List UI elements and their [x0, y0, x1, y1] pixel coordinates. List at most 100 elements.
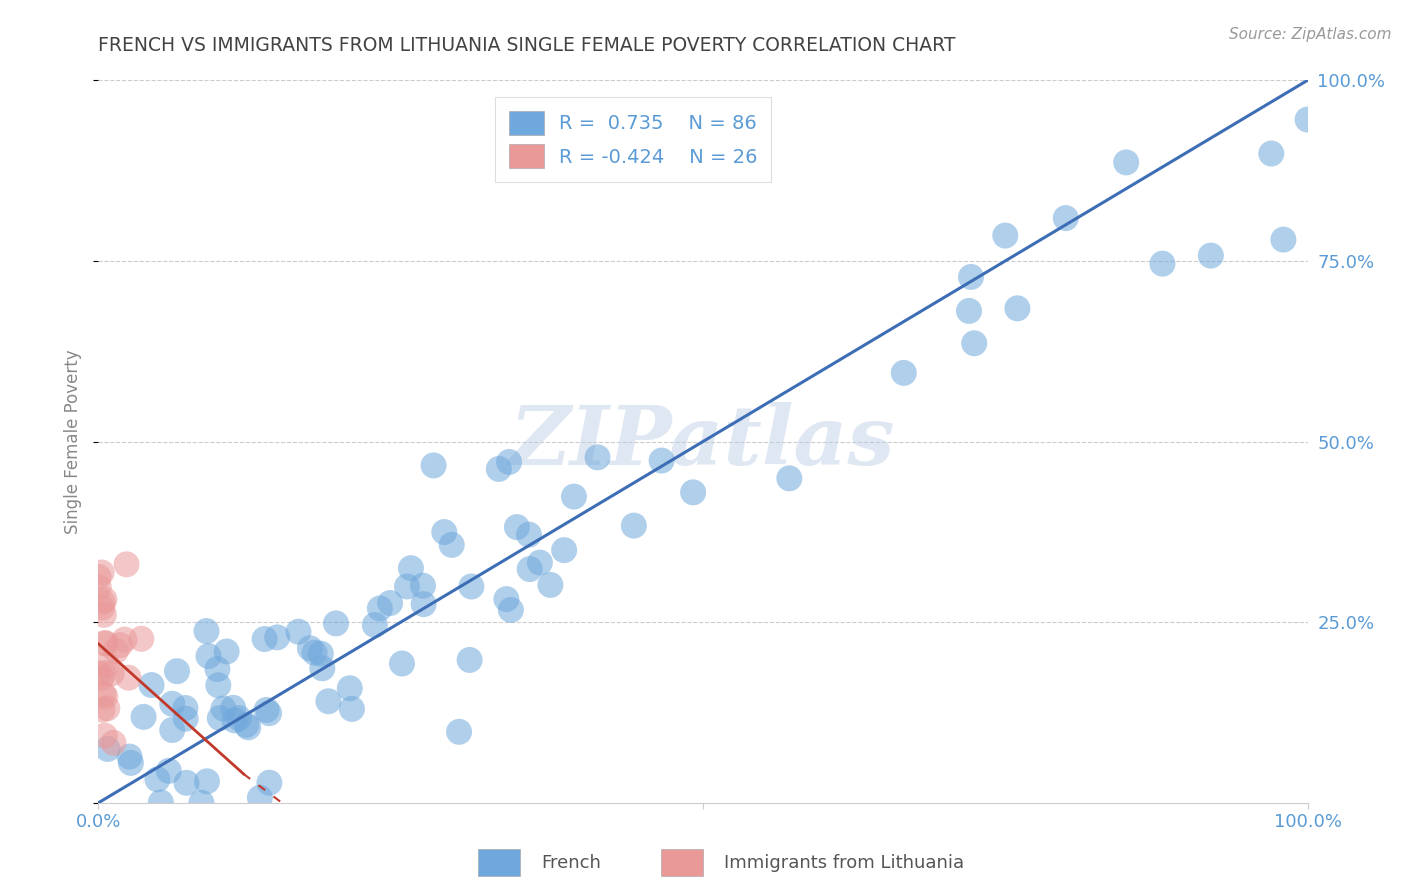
Text: French: French	[541, 854, 602, 871]
Y-axis label: Single Female Poverty: Single Female Poverty	[65, 350, 83, 533]
Point	[562, 490, 585, 504]
Point	[778, 471, 800, 485]
Point	[256, 703, 278, 717]
Point	[160, 723, 183, 737]
Point	[433, 524, 456, 539]
Point	[586, 450, 609, 465]
Point	[91, 703, 114, 717]
Point	[224, 713, 246, 727]
Point	[339, 681, 361, 696]
Point	[340, 702, 363, 716]
Point	[960, 269, 983, 284]
Point	[207, 662, 229, 676]
Point	[97, 742, 120, 756]
Point	[1260, 146, 1282, 161]
Point	[238, 720, 260, 734]
Point	[212, 701, 235, 715]
Point	[682, 485, 704, 500]
Point	[94, 690, 117, 704]
Point	[253, 632, 276, 646]
Point	[197, 648, 219, 663]
Legend: R =  0.735    N = 86, R = -0.424    N = 26: R = 0.735 N = 86, R = -0.424 N = 26	[495, 97, 772, 182]
Point	[195, 774, 218, 789]
Point	[1115, 155, 1137, 169]
Point	[90, 671, 112, 685]
Point	[399, 561, 422, 575]
Point	[249, 790, 271, 805]
Point	[117, 671, 139, 685]
Point	[1054, 211, 1077, 226]
Point	[162, 697, 184, 711]
Text: Immigrants from Lithuania: Immigrants from Lithuania	[724, 854, 965, 871]
Point	[104, 644, 127, 658]
Point	[94, 636, 117, 650]
Point	[538, 578, 561, 592]
Point	[174, 712, 197, 726]
Point	[440, 538, 463, 552]
Point	[395, 580, 418, 594]
Point	[108, 638, 131, 652]
Point	[132, 710, 155, 724]
Point	[222, 701, 245, 715]
Point	[495, 592, 517, 607]
Point	[963, 336, 986, 351]
Point	[208, 711, 231, 725]
Point	[174, 701, 197, 715]
Point	[118, 749, 141, 764]
FancyBboxPatch shape	[661, 849, 703, 876]
Point	[141, 678, 163, 692]
Point	[1199, 249, 1222, 263]
Point	[228, 711, 250, 725]
Point	[458, 653, 481, 667]
Point	[146, 772, 169, 787]
Point	[120, 756, 142, 770]
Point	[87, 666, 110, 681]
Point	[519, 562, 541, 576]
Point	[553, 543, 575, 558]
Point	[103, 736, 125, 750]
Point	[190, 796, 212, 810]
Point	[364, 618, 387, 632]
Point	[176, 776, 198, 790]
Point	[304, 646, 326, 660]
Point	[412, 579, 434, 593]
Point	[287, 624, 309, 639]
Point	[87, 570, 110, 584]
Point	[460, 580, 482, 594]
Point	[422, 458, 444, 473]
Text: ZIPatlas: ZIPatlas	[510, 401, 896, 482]
Point	[623, 518, 645, 533]
Point	[93, 607, 115, 622]
Point	[96, 701, 118, 715]
Point	[87, 580, 110, 594]
Point	[498, 455, 520, 469]
Point	[149, 796, 172, 810]
Point	[311, 661, 333, 675]
Point	[115, 558, 138, 572]
Point	[651, 453, 673, 467]
Point	[131, 632, 153, 646]
Text: Source: ZipAtlas.com: Source: ZipAtlas.com	[1229, 27, 1392, 42]
Point	[215, 644, 238, 658]
Point	[391, 657, 413, 671]
Point	[114, 632, 136, 647]
Point	[309, 647, 332, 661]
Point	[91, 600, 114, 615]
Point	[368, 601, 391, 615]
Point	[96, 657, 118, 672]
Text: FRENCH VS IMMIGRANTS FROM LITHUANIA SINGLE FEMALE POVERTY CORRELATION CHART: FRENCH VS IMMIGRANTS FROM LITHUANIA SING…	[98, 36, 956, 54]
Point	[893, 366, 915, 380]
Point	[298, 641, 321, 656]
Point	[325, 616, 347, 631]
Point	[207, 678, 229, 692]
FancyBboxPatch shape	[478, 849, 520, 876]
Point	[94, 729, 117, 743]
Point	[235, 718, 257, 732]
Point	[412, 597, 434, 611]
Point	[318, 694, 340, 708]
Point	[93, 687, 115, 701]
Point	[91, 595, 114, 609]
Point	[517, 527, 540, 541]
Point	[157, 764, 180, 778]
Point	[378, 596, 401, 610]
